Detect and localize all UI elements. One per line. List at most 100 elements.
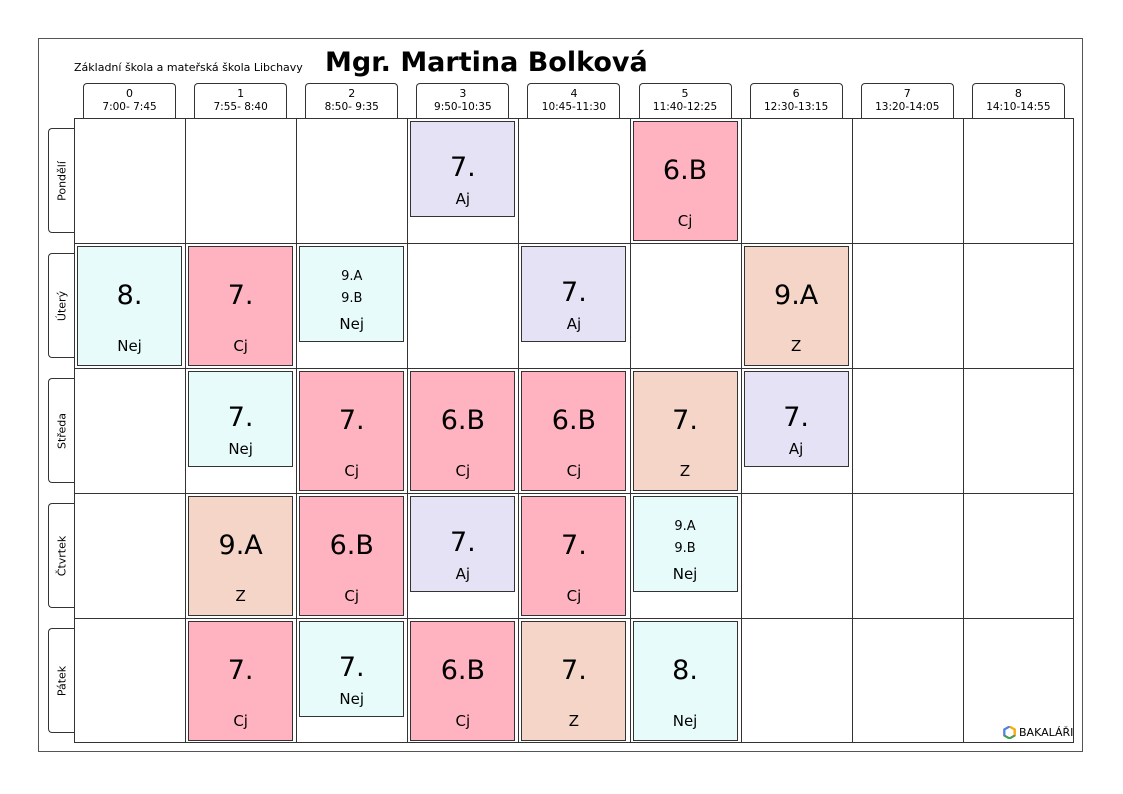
period-header-0: 0 7:00- 7:45 bbox=[83, 83, 177, 118]
day-label: Pátek bbox=[55, 665, 69, 696]
lesson-subject: Nej bbox=[339, 690, 365, 708]
lesson-card[interactable]: 9.A 9.B Nej bbox=[632, 496, 738, 592]
period-number: 5 bbox=[681, 87, 689, 100]
lesson-class: 7. bbox=[561, 530, 587, 561]
lesson-card[interactable]: 7. Aj bbox=[410, 496, 516, 592]
lesson-card[interactable]: 7. Nej bbox=[188, 371, 294, 467]
day-label: Čtvrtek bbox=[55, 535, 69, 576]
bakalari-logo-icon bbox=[1003, 726, 1016, 739]
lesson-card[interactable]: 7. Cj bbox=[299, 371, 405, 491]
period-time: 8:50- 9:35 bbox=[324, 101, 379, 113]
lesson-group: 9.A bbox=[341, 269, 363, 284]
lesson-class: 7. bbox=[561, 655, 587, 686]
period-header-8: 8 14:10-14:55 bbox=[971, 83, 1065, 118]
lesson-subject: Nej bbox=[672, 712, 698, 730]
lesson-card[interactable]: 7. Aj bbox=[410, 121, 516, 217]
lesson-card[interactable]: 7. Z bbox=[521, 621, 627, 741]
day-label: Úterý bbox=[55, 290, 69, 321]
lesson-card[interactable]: 7. Aj bbox=[521, 246, 627, 342]
period-time: 7:55- 8:40 bbox=[213, 101, 268, 113]
lesson-class: 9.A bbox=[218, 530, 263, 561]
day-label: Pondělí bbox=[55, 160, 69, 201]
period-header-4: 4 10:45-11:30 bbox=[527, 83, 621, 118]
grid-column-line bbox=[629, 119, 631, 742]
period-header-3: 3 9:50-10:35 bbox=[416, 83, 510, 118]
lesson-class: 8. bbox=[672, 655, 698, 686]
lesson-card[interactable]: 6.B Cj bbox=[410, 371, 516, 491]
lesson-class: 6.B bbox=[440, 655, 485, 686]
grid-row-line bbox=[75, 618, 1073, 619]
period-header-5: 5 11:40-12:25 bbox=[638, 83, 732, 118]
lesson-card[interactable]: 7. Aj bbox=[743, 371, 849, 467]
day-header-3: Čtvrtek bbox=[48, 503, 75, 608]
day-header-4: Pátek bbox=[48, 628, 75, 733]
grid-column-line bbox=[518, 119, 520, 742]
lesson-card[interactable]: 8. Nej bbox=[77, 246, 183, 366]
lesson-class: 6.B bbox=[440, 405, 485, 436]
lesson-card[interactable]: 7. Z bbox=[632, 371, 738, 491]
period-header-2: 2 8:50- 9:35 bbox=[305, 83, 399, 118]
lesson-subject: Cj bbox=[566, 587, 582, 605]
period-header-1: 1 7:55- 8:40 bbox=[194, 83, 288, 118]
lesson-subject: Z bbox=[679, 462, 691, 480]
lesson-card[interactable]: 7. Cj bbox=[188, 246, 294, 366]
lesson-subject: Cj bbox=[677, 212, 693, 230]
timetable-frame bbox=[38, 38, 1083, 752]
period-number: 7 bbox=[903, 87, 911, 100]
lesson-card[interactable]: 6.B Cj bbox=[299, 496, 405, 616]
lesson-subject: Aj bbox=[788, 440, 804, 458]
period-number: 2 bbox=[348, 87, 356, 100]
lesson-class: 9.A bbox=[774, 280, 819, 311]
period-time: 13:20-14:05 bbox=[875, 101, 940, 113]
lesson-subject: Aj bbox=[455, 190, 471, 208]
school-name: Základní škola a mateřská škola Libchavy bbox=[74, 61, 303, 74]
period-number: 4 bbox=[570, 87, 578, 100]
lesson-group: 9.B bbox=[341, 291, 363, 306]
bakalari-logo-text: BAKALÁŘI bbox=[1019, 726, 1074, 739]
lesson-group: 9.B bbox=[674, 541, 696, 556]
grid-row-line bbox=[75, 368, 1073, 369]
lesson-card[interactable]: 9.A Z bbox=[743, 246, 849, 366]
period-number: 3 bbox=[459, 87, 467, 100]
day-label: Středa bbox=[55, 412, 69, 449]
lesson-subject: Z bbox=[791, 337, 802, 355]
grid-row-line bbox=[75, 243, 1073, 244]
bakalari-logo: BAKALÁŘI bbox=[1003, 726, 1073, 739]
timetable-grid bbox=[74, 118, 1074, 743]
lesson-card[interactable]: 9.A 9.B Nej bbox=[299, 246, 405, 342]
period-number: 6 bbox=[792, 87, 800, 100]
lesson-class: 7. bbox=[449, 527, 476, 558]
lesson-subject: Cj bbox=[566, 462, 582, 480]
grid-column-line bbox=[296, 119, 298, 742]
period-time: 7:00- 7:45 bbox=[102, 101, 157, 113]
grid-column-line bbox=[740, 119, 742, 742]
lesson-subject: Cj bbox=[455, 712, 471, 730]
day-header-2: Středa bbox=[48, 378, 75, 483]
lesson-card[interactable]: 7. Cj bbox=[188, 621, 294, 741]
lesson-class: 7. bbox=[783, 402, 810, 433]
lesson-subject: Nej bbox=[117, 337, 142, 355]
lesson-subject: Aj bbox=[566, 315, 582, 333]
grid-column-line bbox=[962, 119, 964, 742]
lesson-card[interactable]: 7. Nej bbox=[299, 621, 405, 717]
lesson-subject: Cj bbox=[233, 337, 248, 355]
period-header-6: 6 12:30-13:15 bbox=[749, 83, 843, 118]
lesson-subject: Nej bbox=[228, 440, 253, 458]
lesson-card[interactable]: 6.B Cj bbox=[632, 121, 738, 241]
lesson-subject: Nej bbox=[672, 565, 698, 583]
lesson-card[interactable]: 6.B Cj bbox=[410, 621, 516, 741]
period-number: 1 bbox=[237, 87, 245, 100]
lesson-class: 7. bbox=[227, 655, 254, 686]
lesson-card[interactable]: 7. Cj bbox=[521, 496, 627, 616]
period-header-7: 7 13:20-14:05 bbox=[860, 83, 954, 118]
period-number: 8 bbox=[1014, 87, 1022, 100]
lesson-subject: Cj bbox=[455, 462, 471, 480]
day-header-0: Pondělí bbox=[48, 128, 75, 233]
lesson-card[interactable]: 8. Nej bbox=[632, 621, 738, 741]
grid-column-line bbox=[185, 119, 187, 742]
lesson-card[interactable]: 9.A Z bbox=[188, 496, 294, 616]
lesson-subject: Z bbox=[235, 587, 246, 605]
period-time: 14:10-14:55 bbox=[986, 101, 1051, 113]
grid-row-line bbox=[75, 493, 1073, 494]
lesson-card[interactable]: 6.B Cj bbox=[521, 371, 627, 491]
